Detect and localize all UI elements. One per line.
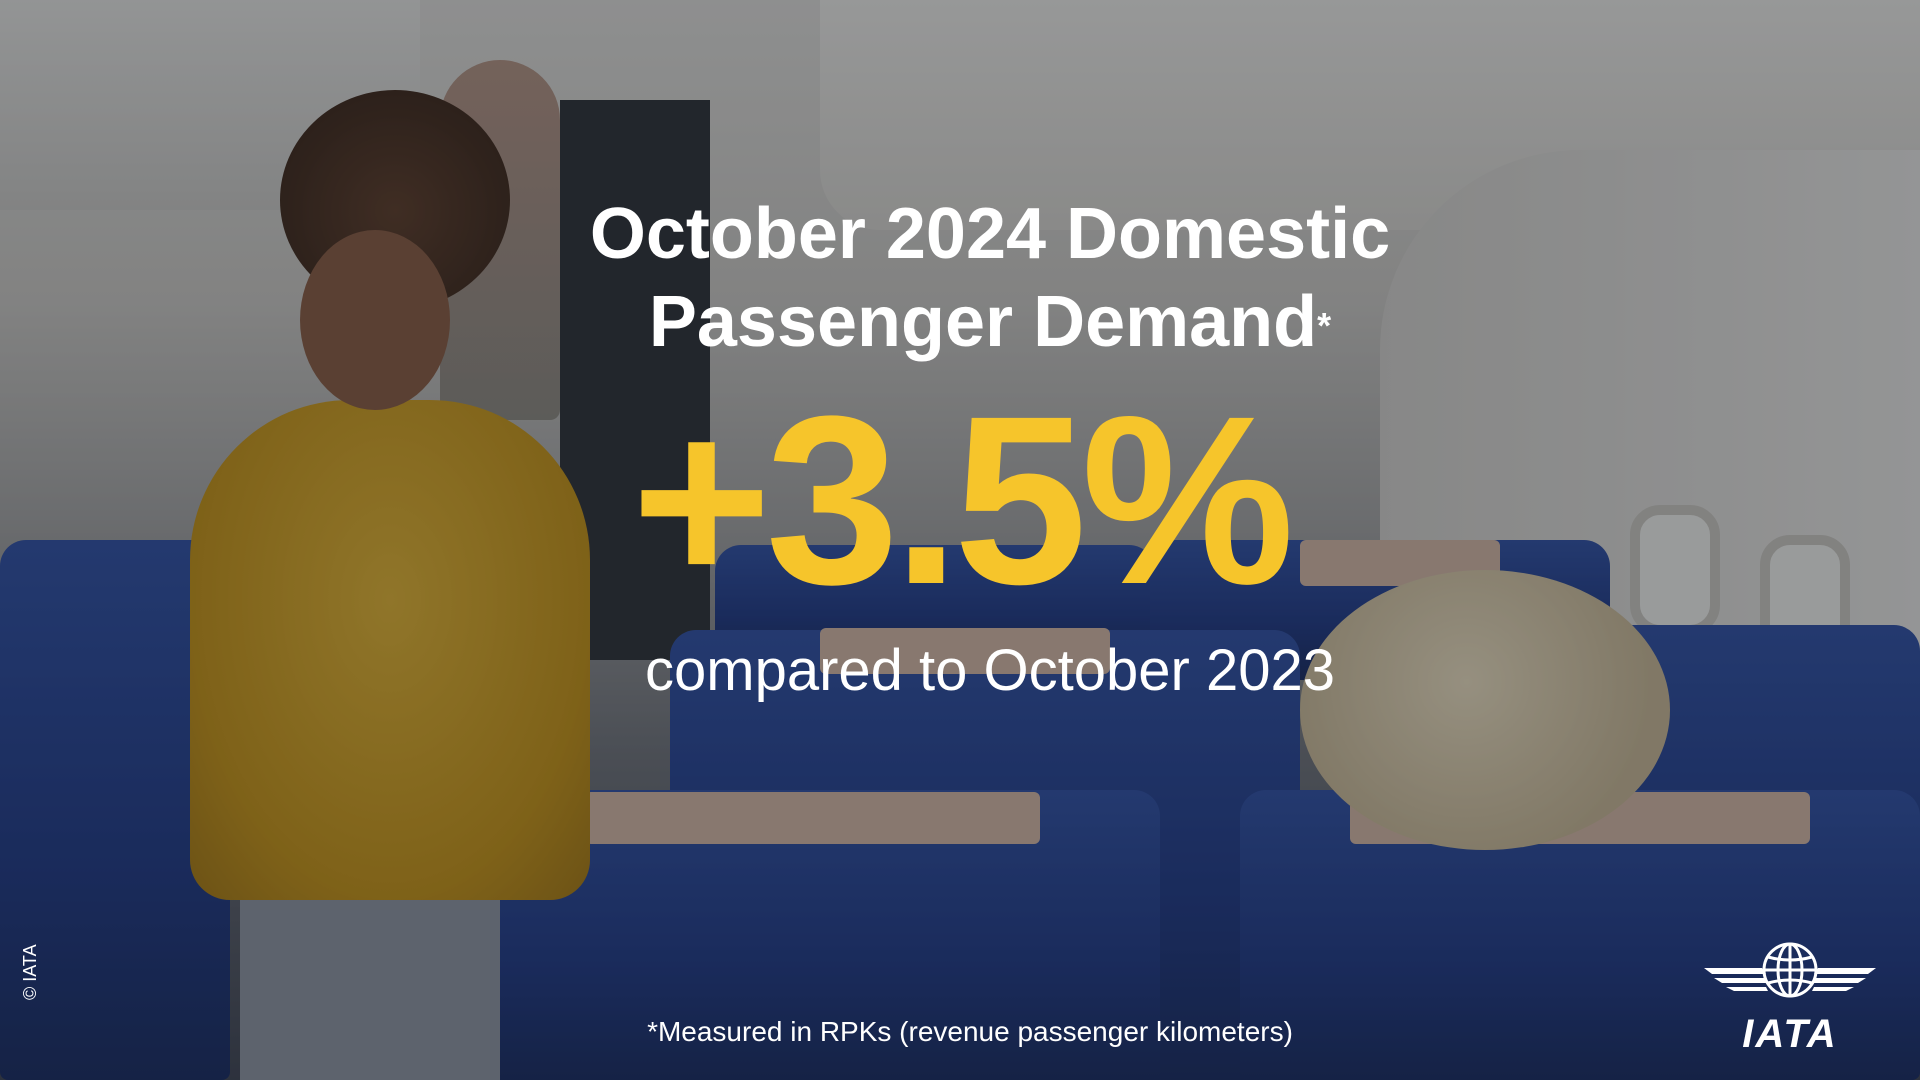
globe-wings-icon — [1704, 942, 1876, 998]
logo-text: IATA — [1742, 1012, 1838, 1056]
cabin-window — [1630, 505, 1720, 635]
headline-asterisk: * — [1317, 305, 1332, 346]
headline-line2-text: Passenger Demand — [648, 282, 1318, 362]
girl-legs — [240, 870, 500, 1080]
growth-metric: +3.5% — [631, 366, 1294, 634]
headrest — [820, 628, 1110, 674]
copyright-notice: © IATA — [20, 944, 40, 1000]
footnote: *Measured in RPKs (revenue passenger kil… — [647, 1016, 1293, 1047]
headrest — [585, 792, 1040, 844]
comparison-text: compared to October 2023 — [645, 638, 1335, 703]
girl-shirt — [190, 400, 590, 900]
iata-logo: IATA — [1700, 930, 1880, 1056]
girl-face — [300, 230, 450, 410]
headline-line1: October 2024 Domestic — [589, 194, 1391, 274]
passenger-elder — [1300, 570, 1670, 850]
headline-line2: Passenger Demand* — [460, 278, 1520, 366]
headline: October 2024 Domestic Passenger Demand* — [460, 190, 1520, 366]
